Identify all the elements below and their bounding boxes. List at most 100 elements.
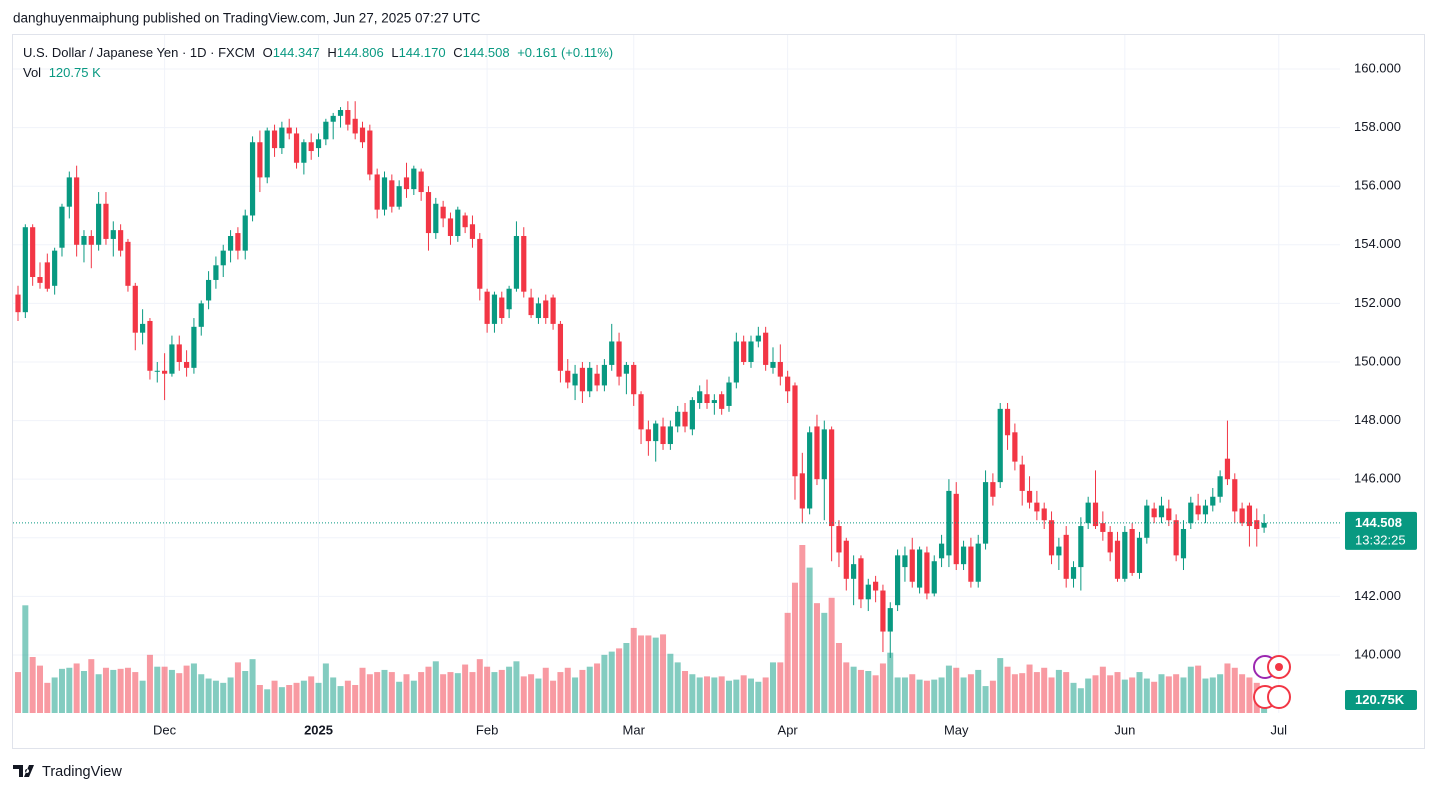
- volume-bar: [689, 674, 696, 713]
- volume-bar: [161, 666, 168, 713]
- x-tick-label: Jun: [1114, 722, 1135, 737]
- legend-key: L: [391, 45, 398, 60]
- volume-bar: [1033, 672, 1040, 713]
- candle-body: [960, 546, 967, 565]
- volume-bar: [1158, 674, 1165, 713]
- volume-bar: [638, 635, 645, 713]
- volume-bar: [1173, 674, 1180, 713]
- volume-bar: [1129, 677, 1136, 713]
- candle-body: [1085, 502, 1091, 524]
- candle-body: [30, 227, 36, 278]
- candle-body: [1107, 531, 1113, 553]
- volume-bar: [1224, 663, 1231, 713]
- candle-body: [682, 411, 688, 427]
- volume-bar: [44, 682, 51, 713]
- volume-bar: [95, 674, 102, 713]
- candle-body: [96, 203, 102, 245]
- candle-body: [1136, 537, 1143, 573]
- candle-body: [638, 394, 644, 430]
- volume-bar: [1187, 666, 1194, 713]
- x-tick-label: May: [944, 722, 969, 737]
- candle-body: [513, 235, 520, 289]
- volume-bar: [410, 680, 417, 713]
- volume-bar: [308, 676, 315, 713]
- volume-bar: [374, 672, 381, 713]
- volume-bar: [1085, 678, 1092, 713]
- volume-bar: [352, 685, 359, 713]
- volume-bar: [1195, 665, 1202, 713]
- volume-bar: [1114, 672, 1121, 713]
- volume-bar: [462, 664, 469, 713]
- icon: [1275, 663, 1283, 671]
- volume-bar: [1231, 667, 1238, 713]
- candle-body: [1166, 508, 1172, 521]
- legend-value: 144.170: [399, 45, 446, 60]
- volume-bar: [821, 612, 828, 713]
- candle-body: [938, 543, 945, 559]
- y-tick-label: 150.000: [1354, 353, 1401, 368]
- volume-bar: [901, 677, 908, 713]
- candle-body: [140, 323, 146, 333]
- volume-bar: [535, 678, 542, 713]
- volume-bar: [586, 666, 593, 713]
- candle-body: [631, 364, 637, 395]
- candle-body: [1232, 479, 1238, 512]
- volume-bar: [1136, 672, 1143, 713]
- legend-value: 144.806: [337, 45, 384, 60]
- candle-body: [873, 581, 879, 591]
- volume-bar: [755, 681, 762, 713]
- volume-bar: [432, 661, 439, 713]
- volume-bar: [945, 665, 952, 713]
- candle-body: [191, 326, 197, 368]
- header: danghuyenmaiphung published on TradingVi…: [13, 11, 481, 26]
- legend-key: H: [327, 45, 336, 60]
- candle-body: [807, 432, 813, 509]
- volume-bar: [726, 680, 733, 713]
- candle-body: [337, 110, 344, 116]
- icon: [1267, 685, 1291, 709]
- volume-bar: [51, 677, 58, 713]
- volume-bar: [403, 674, 410, 713]
- candle-body: [257, 142, 263, 178]
- volume-bar: [1143, 678, 1150, 713]
- legend-change: +0.161 (+0.11%): [517, 45, 613, 60]
- candle-body: [1019, 464, 1025, 491]
- candle-body: [1070, 567, 1077, 579]
- volume-bar: [953, 667, 960, 713]
- x-tick-label: 2025: [304, 722, 333, 737]
- candle-body: [301, 142, 307, 163]
- candle-body: [198, 303, 204, 327]
- candle-body: [37, 277, 43, 283]
- volume-bar: [1107, 675, 1114, 713]
- volume-bar: [330, 677, 337, 713]
- volume-bar: [850, 666, 857, 713]
- volume-bar: [454, 673, 461, 713]
- volume-bar: [1151, 681, 1158, 713]
- volume-bar: [286, 685, 293, 713]
- candle-body: [440, 206, 446, 219]
- candle-body: [1056, 546, 1062, 556]
- candle-body: [616, 341, 622, 377]
- candle-body: [162, 370, 168, 374]
- candle-body: [1100, 523, 1106, 532]
- candle-body: [52, 250, 58, 286]
- volume-bar: [22, 605, 29, 713]
- candle-body: [1188, 502, 1194, 524]
- candle-body: [660, 426, 666, 445]
- candle-body: [264, 130, 270, 178]
- candle-body: [477, 238, 483, 289]
- candle-body: [675, 411, 681, 427]
- volume-bar: [894, 677, 901, 713]
- legend-key: Vol: [23, 65, 41, 80]
- volume-bar: [887, 652, 894, 713]
- y-tick-label: 156.000: [1354, 178, 1401, 193]
- y-tick-label: 154.000: [1354, 236, 1401, 251]
- volume-bar: [1246, 677, 1253, 713]
- candle-body: [308, 142, 314, 152]
- candle-body: [293, 133, 300, 163]
- candle-body: [345, 110, 351, 125]
- candle-body: [425, 192, 432, 234]
- candle-body: [851, 564, 857, 579]
- volume-bar: [1165, 676, 1172, 713]
- volume-bar: [674, 662, 681, 713]
